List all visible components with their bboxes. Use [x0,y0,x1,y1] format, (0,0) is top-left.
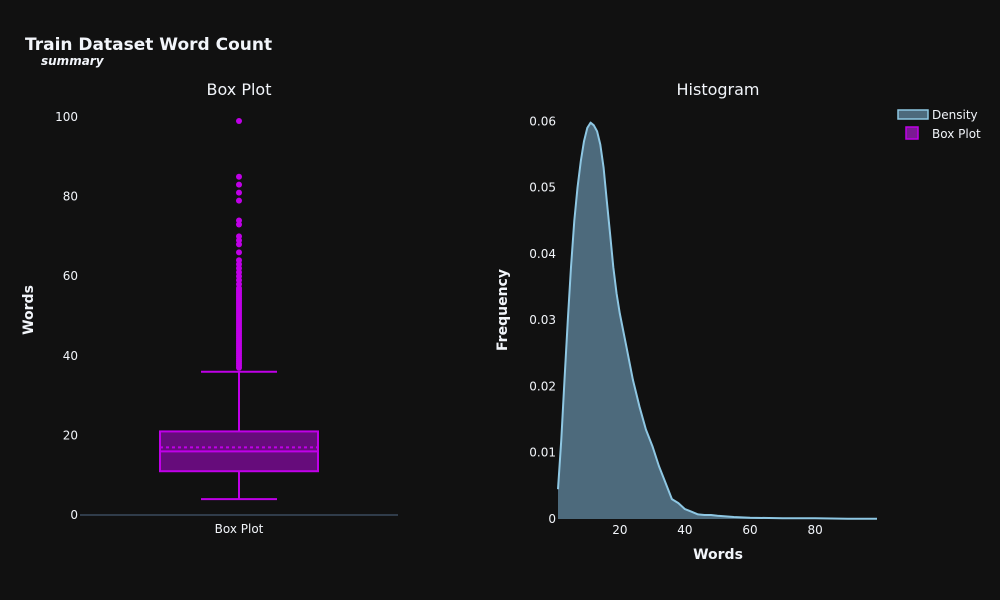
box-plot-x-tick-label: Box Plot [215,522,264,536]
box-plot-outlier-point [236,117,242,124]
legend[interactable]: Density Box Plot [897,108,981,141]
box-plot-title: Box Plot [207,80,272,99]
histogram-x-tick-label: 40 [677,523,692,537]
histogram-y-tick-label: 0.02 [529,379,556,393]
histogram-x-axis-label: Words [693,547,743,563]
legend-item-box-plot[interactable]: Box Plot [905,126,981,141]
legend-item-density[interactable]: Density [897,108,978,122]
box-plot-y-ticks: 0 20 40 60 80 100 [55,110,398,522]
histogram-y-tick-label: 0.06 [529,114,556,128]
legend-label-box-plot: Box Plot [932,127,981,141]
histogram-y-tick-label: 0.01 [529,446,556,460]
box-plot-outlier-point [236,257,242,264]
box-plot-outlier-point [236,173,242,180]
histogram-y-axis-label: Frequency [495,269,511,351]
histogram-y-tick-label: 0 [548,512,556,526]
box-plot-y-tick-label: 20 [63,428,78,442]
legend-swatch-density [897,109,929,120]
histogram-y-tick-label: 0.04 [529,247,556,261]
histogram-x-tick-label: 80 [808,523,823,537]
histogram-y-tick-label: 0.05 [529,181,556,195]
histogram-title: Histogram [677,80,760,99]
legend-swatch-box-plot [905,126,919,140]
legend-label-density: Density [932,108,978,122]
box-plot-y-tick-label: 60 [63,269,78,283]
density-area [558,122,877,519]
histogram-ticks: 0 0.01 0.02 0.03 0.04 0.05 0.06 20 40 60 80 [529,114,823,537]
box-plot-outlier-point [236,233,242,240]
figure-subtitle: summary [41,54,105,68]
box-plot-outlier-point [236,189,242,196]
histogram-panel: Histogram Frequency Words 00.010.020.030… [495,80,877,563]
density-line [557,121,877,520]
box-plot-outlier-point [236,197,242,204]
figure-title: Train Dataset Word Count [25,35,272,55]
box-plot-panel: Box Plot Words Box Plot 0 20 40 60 80 100 [21,80,398,536]
box-plot-y-tick-label: 100 [55,110,78,124]
box-plot-outlier-point [236,249,242,256]
histogram-marks[interactable] [557,121,877,520]
histogram-y-tick-label: 0.03 [529,313,556,327]
box-plot-y-axis-label: Words [21,285,37,335]
box-plot-outlier-point [236,217,242,224]
box-plot-marks[interactable] [159,117,319,501]
histogram-x-tick-label: 60 [742,523,757,537]
box-plot-y-tick-label: 80 [63,190,78,204]
box-plot-y-tick-label: 40 [63,349,78,363]
box-plot-y-tick-label: 0 [70,508,78,522]
histogram-x-tick-label: 20 [612,523,627,537]
box-plot-outlier-point [236,181,242,188]
